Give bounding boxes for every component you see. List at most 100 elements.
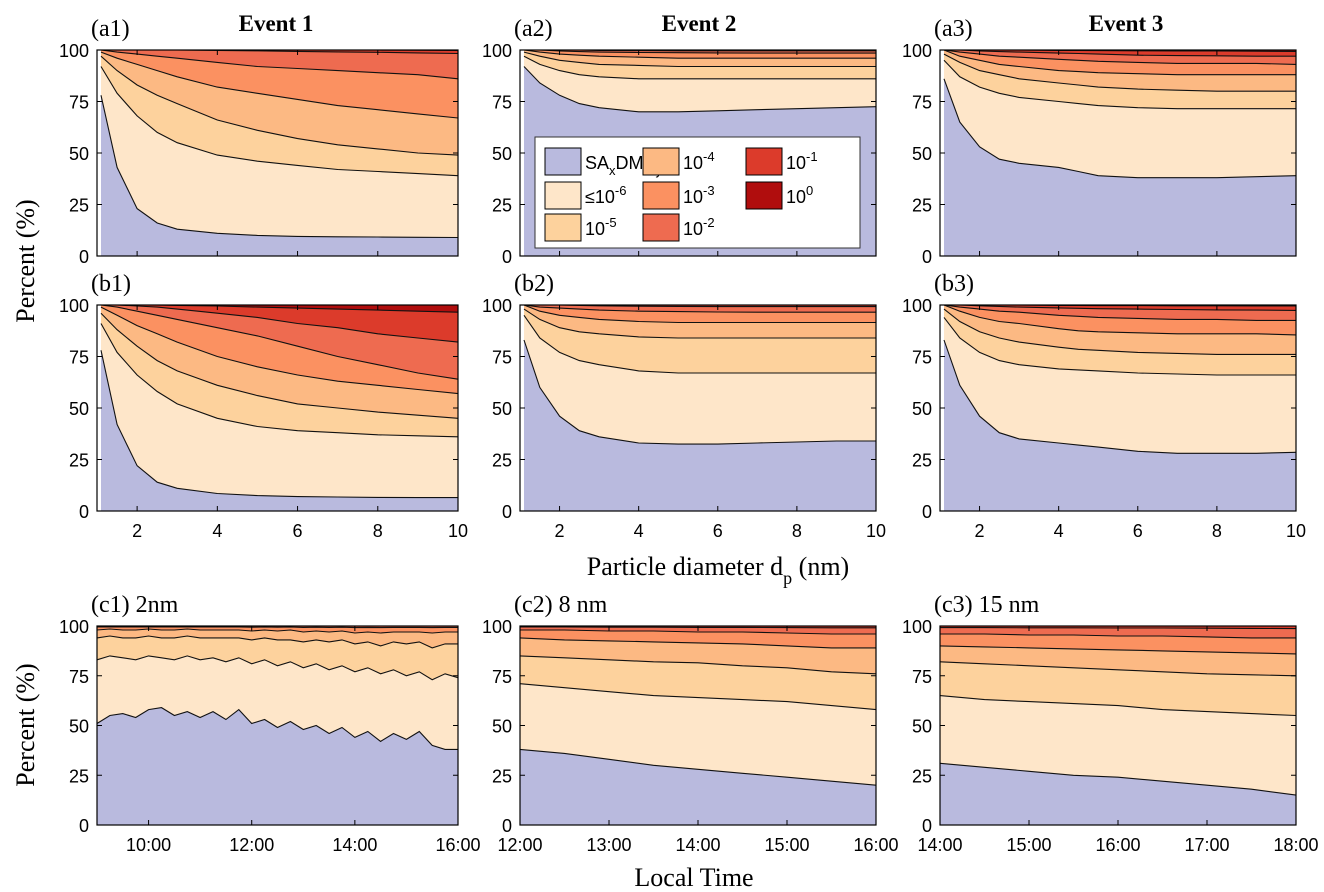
x-tick-label: 16:00 <box>853 835 898 855</box>
x-axis-label-diameter-unit: (nm) <box>792 552 849 581</box>
legend-swatch-3 <box>642 147 680 176</box>
boundary-line-c3-4 <box>940 633 1296 639</box>
y-tick-label: 50 <box>492 144 512 164</box>
legend-swatch-1 <box>544 181 582 210</box>
boundary-line-b1-5 <box>101 304 459 343</box>
x-tick-label: 2 <box>975 521 985 541</box>
boundary-line-b2-1 <box>523 314 876 374</box>
panel-label: (c3) 15 nm <box>934 592 1040 618</box>
y-tick-label: 100 <box>482 617 512 637</box>
boundary-line-b1-0 <box>100 350 458 499</box>
boundary-line-a1-2 <box>100 55 459 156</box>
panel-a3: 0 25 50 75 100(a3) <box>902 16 1297 267</box>
y-tick-label: 25 <box>492 196 512 216</box>
y-tick-label: 25 <box>912 766 932 786</box>
x-tick-label: 10 <box>448 521 468 541</box>
y-tick-label: 100 <box>59 41 89 61</box>
x-tick-label: 18:00 <box>1273 835 1318 855</box>
x-axis-label-time: Local Time <box>634 863 753 892</box>
boundary-line-b3-2 <box>943 308 1296 355</box>
panel-label: (c2) 8 nm <box>514 592 608 618</box>
boundary-line-c1-2 <box>96 635 458 649</box>
y-tick-label: 50 <box>912 144 932 164</box>
boundary-line-a2-2 <box>523 51 876 68</box>
boundary-line-c1-4 <box>96 626 458 629</box>
panel-label: (b1) <box>91 271 131 297</box>
x-axis-label-diameter: Particle diameter dp (nm) <box>587 552 849 588</box>
y-tick-label: 0 <box>922 247 932 267</box>
boundary-line-b2-0 <box>523 339 876 445</box>
y-tick-label: 25 <box>69 766 89 786</box>
y-tick-label: 0 <box>502 502 512 522</box>
y-tick-label: 25 <box>69 451 89 471</box>
boundary-line-c3-2 <box>939 661 1297 677</box>
y-tick-label: 0 <box>922 502 932 522</box>
panels: 0255075100(a1)0255075100(a2)0255075100(a… <box>59 16 1319 855</box>
legend-swatch-2 <box>544 213 582 242</box>
panel-label: (b3) <box>934 271 974 297</box>
y-tick-label: 0 <box>79 816 89 836</box>
x-tick-label: 12:00 <box>229 835 274 855</box>
legend-swatch-4 <box>642 181 680 210</box>
x-axis-label-diameter-main: Particle diameter d <box>587 552 783 581</box>
boundary-line-a1-0 <box>100 95 459 239</box>
boundary-line-c2-1 <box>519 683 877 711</box>
boundary-line-b1-4 <box>100 304 459 380</box>
y-tick-label: 0 <box>502 816 512 836</box>
boundary-line-b3-0 <box>943 339 1297 454</box>
legend-label-2: 10-5 <box>585 215 617 239</box>
y-axis-label-bottom: Percent (%) <box>11 663 40 786</box>
band-c2-0 <box>520 749 876 825</box>
boundary-line-c3-0 <box>939 762 1297 796</box>
panel-b2: 0 25 50 75 100 2 4 6 8 10 (b2) <box>482 271 886 541</box>
x-tick-label: 10 <box>866 521 886 541</box>
y-tick-label: 50 <box>492 399 512 419</box>
y-tick-label: 25 <box>492 451 512 471</box>
panel-label: (b2) <box>514 271 554 297</box>
panel-c2: 0 25 50 75 100 12:00 13:00 14:00 15:00 16:00 (c2) … <box>482 592 899 855</box>
x-tick-label: 14:00 <box>917 835 962 855</box>
legend-box <box>534 136 861 249</box>
panel-b3: 0 25 50 75 100 2 4 6 8 10 (b3) <box>902 271 1306 541</box>
y-tick-label: 75 <box>69 93 89 113</box>
boundary-line-c2-0 <box>519 748 877 786</box>
x-tick-label: 16:00 <box>435 835 480 855</box>
y-tick-label: 75 <box>69 348 89 368</box>
boundary-line-a3-1 <box>943 59 1296 110</box>
legend-swatch-0 <box>544 147 582 176</box>
y-tick-label: 75 <box>912 93 932 113</box>
x-axis-label-diameter-sub: p <box>783 568 792 588</box>
legend-label-7: 100 <box>786 183 813 207</box>
panel-c3: 0 25 50 75 100 14:00 15:00 16:00 17:00 18:00 (c3) … <box>902 592 1319 855</box>
boundary-line-c1-0 <box>96 707 458 750</box>
legend-label-5: 10-2 <box>683 215 715 239</box>
x-tick-label: 6 <box>713 521 723 541</box>
boundary-line-b1-1 <box>100 323 459 438</box>
y-tick-label: 25 <box>912 451 932 471</box>
band-b1-1 <box>101 323 458 511</box>
boundary-line-a3-3 <box>943 49 1296 76</box>
boundary-line-a2-3 <box>523 49 876 59</box>
y-tick-label: 0 <box>922 816 932 836</box>
y-tick-label: 100 <box>902 296 932 316</box>
y-tick-label: 25 <box>69 196 89 216</box>
y-axis-label-top: Percent (%) <box>11 199 40 322</box>
boundary-line-c1-1 <box>96 655 459 681</box>
boundary-line-a3-0 <box>943 78 1297 179</box>
panel-label: (a3) <box>934 16 973 42</box>
y-tick-label: 50 <box>492 717 512 737</box>
panel-a1: 0 25 50 75 100(a1) <box>59 16 459 267</box>
x-tick-label: 16:00 <box>1095 835 1140 855</box>
x-tick-label: 17:00 <box>1184 835 1229 855</box>
x-tick-label: 6 <box>1133 521 1143 541</box>
y-tick-label: 100 <box>902 617 932 637</box>
x-tick-label: 8 <box>373 521 383 541</box>
legend-swatch-5 <box>642 213 680 242</box>
y-tick-label: 100 <box>59 296 89 316</box>
boundary-line-a2-1 <box>523 55 876 80</box>
x-tick-label: 6 <box>293 521 303 541</box>
boundary-line-c2-3 <box>519 637 876 649</box>
y-tick-label: 75 <box>492 93 512 113</box>
